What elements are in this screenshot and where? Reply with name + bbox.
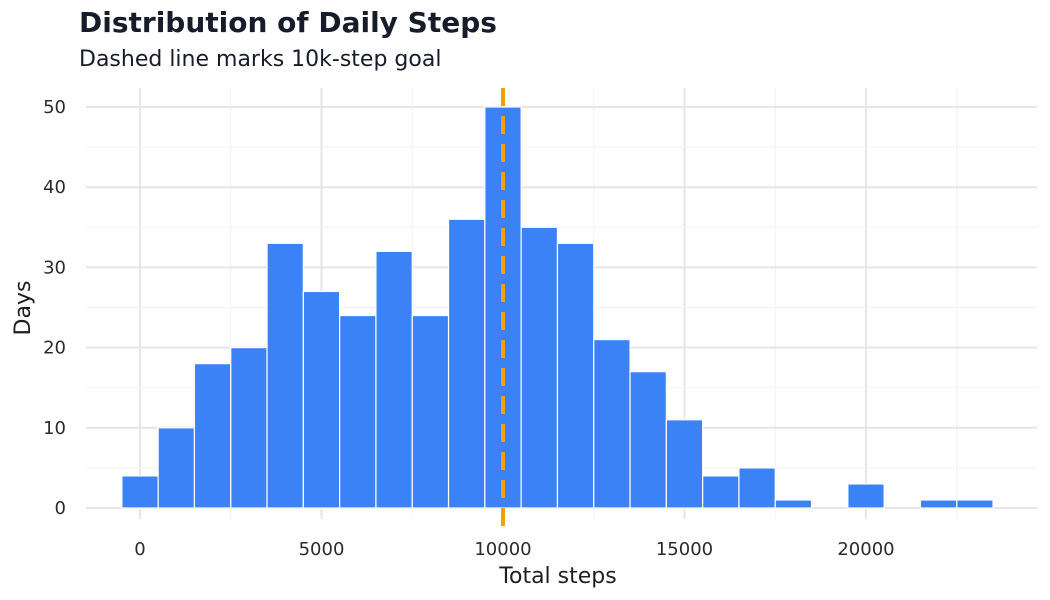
- histogram-bar: [230, 347, 268, 509]
- histogram-bar: [447, 218, 486, 509]
- y-tick-label: 20: [43, 338, 66, 359]
- histogram-bar: [484, 106, 522, 509]
- histogram-bar: [919, 499, 958, 509]
- x-tick-label: 20000: [837, 539, 894, 560]
- histogram-bar: [157, 427, 196, 509]
- x-tick-label: 5000: [299, 539, 345, 560]
- histogram-bar: [266, 242, 304, 509]
- histogram-bar: [121, 475, 159, 509]
- y-tick-label: 10: [43, 418, 66, 439]
- histogram-bar: [375, 250, 413, 509]
- histogram-bar: [738, 467, 776, 509]
- histogram-bar: [774, 499, 813, 509]
- chart-subtitle: Dashed line marks 10k-step goal: [79, 47, 442, 72]
- histogram-bar: [339, 314, 377, 509]
- y-tick-label: 0: [55, 498, 66, 519]
- y-tick-label: 30: [43, 257, 66, 278]
- histogram-bar: [593, 338, 631, 509]
- chart-title: Distribution of Daily Steps: [79, 6, 497, 39]
- histogram-bar: [665, 419, 704, 509]
- x-tick-labels: 0 5000 10000 15000 20000: [134, 539, 894, 560]
- x-tick-label: 10000: [474, 539, 531, 560]
- histogram-bar: [556, 242, 595, 509]
- y-axis-title: Days: [11, 281, 36, 336]
- x-axis-title: Total steps: [498, 564, 616, 589]
- histogram-bar: [411, 314, 450, 509]
- y-tick-labels: 0 10 20 30 40 50: [43, 97, 66, 519]
- histogram-bar: [193, 363, 232, 509]
- histogram-bar: [956, 499, 994, 509]
- histogram-bar: [629, 371, 667, 509]
- x-tick-label: 0: [134, 539, 145, 560]
- histogram-bar: [702, 475, 740, 509]
- histogram-bar: [302, 290, 341, 509]
- x-tick-label: 15000: [656, 539, 713, 560]
- y-tick-label: 50: [43, 97, 66, 118]
- histogram-bar: [520, 226, 559, 509]
- y-tick-label: 40: [43, 177, 66, 198]
- histogram-bar: [847, 483, 885, 509]
